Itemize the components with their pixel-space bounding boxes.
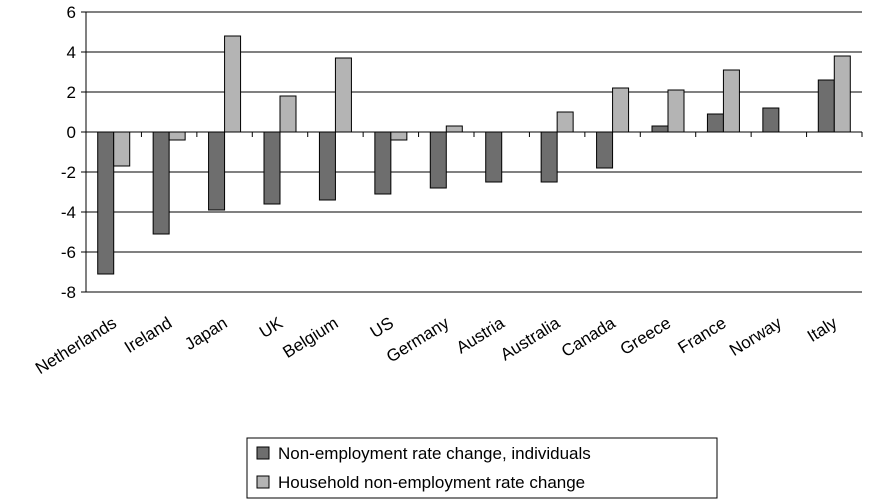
bar-individuals-austria [485,131,503,183]
bar-household-us [390,131,408,141]
bar-individuals-uk [263,131,281,205]
legend-swatch-household [256,475,270,489]
x-tick-label-norway: Norway [726,313,785,360]
bar-household-uk [279,95,297,133]
bar-individuals-us [374,131,392,195]
bar-individuals-canada [596,131,614,169]
bar-household-italy [833,55,851,133]
legend-swatch-individuals [256,446,270,460]
x-tick-label-belgium: Belgium [279,313,341,362]
x-tick-label-germany: Germany [383,313,453,366]
x-tick-label-canada: Canada [558,313,619,361]
bar-individuals-australia [540,131,558,183]
y-tick-label: -6 [61,243,76,262]
legend-label-individuals: Non-employment rate change, individuals [278,444,591,463]
bar-household-canada [612,87,630,133]
y-tick-label: 4 [67,43,76,62]
y-tick-label: 6 [67,3,76,22]
x-tick-label-italy: Italy [804,313,841,346]
y-tick-label: 2 [67,83,76,102]
bar-individuals-france [706,113,724,133]
bars [97,35,851,275]
bar-household-belgium [334,57,352,133]
x-tick-label-ireland: Ireland [121,313,175,357]
x-tick-label-us: US [367,313,397,342]
x-tick-label-greece: Greece [617,313,674,359]
bar-individuals-ireland [152,131,170,235]
legend-box [246,437,718,499]
bar-household-netherlands [113,131,131,167]
bar-individuals-belgium [318,131,336,201]
bar-household-australia [556,111,574,133]
bar-individuals-germany [429,131,447,189]
gridlines [86,11,862,293]
legend: Non-employment rate change, individuals … [246,437,718,499]
legend-label-household: Household non-employment rate change [278,473,585,492]
bar-household-ireland [168,131,186,141]
bar-household-france [722,69,740,133]
y-tick-label: -2 [61,163,76,182]
bar-individuals-norway [762,107,780,133]
bar-individuals-greece [651,125,669,133]
x-tick-label-australia: Australia [497,313,564,364]
y-tick-label: 0 [67,123,76,142]
y-tick-labels: 6 4 2 0 -2 -4 -6 -8 [61,3,76,302]
bar-household-greece [667,89,685,133]
axes [81,11,863,293]
bar-household-japan [224,35,242,133]
bar-individuals-japan [208,131,226,211]
x-tick-label-netherlands: Netherlands [32,313,120,378]
bar-individuals-italy [817,79,835,133]
x-tick-label-uk: UK [256,313,287,342]
y-tick-label: -4 [61,203,76,222]
x-tick-label-japan: Japan [181,313,230,354]
x-tick-label-france: France [675,313,730,357]
y-tick-label: -8 [61,283,76,302]
bar-household-germany [445,125,463,133]
bar-individuals-netherlands [97,131,115,275]
